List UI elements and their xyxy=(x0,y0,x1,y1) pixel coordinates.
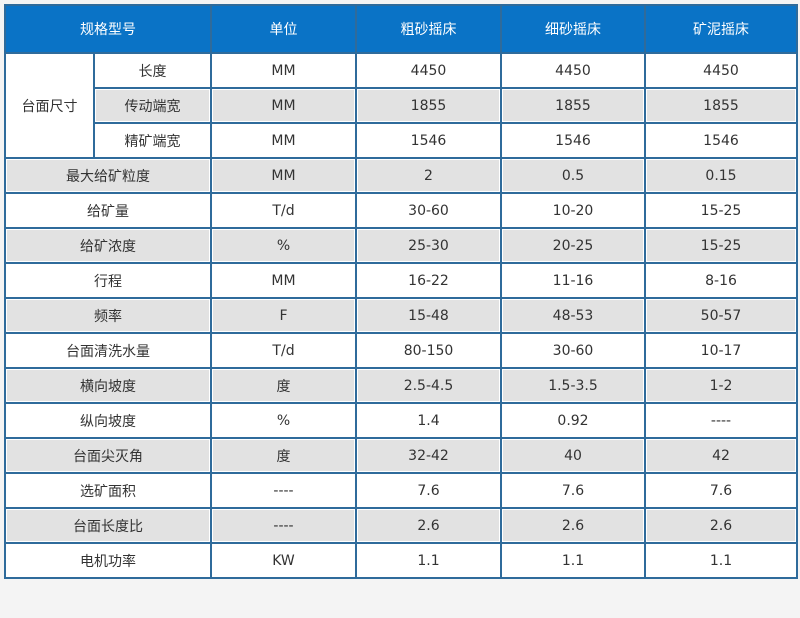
row-value: 1.1 xyxy=(500,542,646,579)
row-value: 1.4 xyxy=(355,402,502,439)
row-value: 1546 xyxy=(644,122,798,159)
row-value: 15-25 xyxy=(644,227,798,264)
row-value: 1.5-3.5 xyxy=(500,367,646,404)
row-name: 横向坡度 xyxy=(4,367,212,404)
row-value: ---- xyxy=(644,402,798,439)
table-row: 给矿量 T/d 30-60 10-20 15-25 xyxy=(4,192,798,229)
row-value: 80-150 xyxy=(355,332,502,369)
table-row: 台面尺寸 长度 MM 4450 4450 4450 xyxy=(4,52,798,159)
row-value: 15-48 xyxy=(355,297,502,334)
row-unit: MM xyxy=(210,87,357,124)
table-row: 精矿端宽 MM 1546 1546 1546 xyxy=(5,122,798,159)
row-unit: % xyxy=(210,227,357,264)
row-value: 16-22 xyxy=(355,262,502,299)
row-name: 电机功率 xyxy=(4,542,212,579)
row-value: 25-30 xyxy=(355,227,502,264)
row-name: 给矿量 xyxy=(4,192,212,229)
row-name: 行程 xyxy=(4,262,212,299)
row-value: 0.92 xyxy=(500,402,646,439)
header-model: 规格型号 xyxy=(4,4,212,54)
row-value: 10-17 xyxy=(644,332,798,369)
table-row: 横向坡度度 2.5-4.5 1.5-3.5 1-2 xyxy=(4,367,798,404)
row-value: 1.1 xyxy=(355,542,502,579)
row-unit: % xyxy=(210,402,357,439)
row-value: 0.5 xyxy=(500,157,646,194)
row-value: 1546 xyxy=(355,122,502,159)
row-name: 给矿浓度 xyxy=(4,227,212,264)
row-value: 4450 xyxy=(355,52,502,89)
row-value: 2.5-4.5 xyxy=(355,367,502,404)
table-row: 行程 MM 16-22 11-16 8-16 xyxy=(4,262,798,299)
row-unit: MM xyxy=(210,157,357,194)
row-value: 30-60 xyxy=(500,332,646,369)
row-value: 7.6 xyxy=(644,472,798,509)
row-unit: KW xyxy=(210,542,357,579)
row-value: 10-20 xyxy=(500,192,646,229)
table-row: 最大给矿粒度 MM 2 0.5 0.15 xyxy=(4,157,798,194)
row-value: 50-57 xyxy=(644,297,798,334)
row-unit: T/d xyxy=(210,192,357,229)
table-row: 给矿浓度% 25-30 20-25 15-25 xyxy=(4,227,798,264)
row-name: 台面清洗水量 xyxy=(4,332,212,369)
group-label: 台面尺寸 xyxy=(4,52,95,159)
row-value: 40 xyxy=(500,437,646,474)
row-value: 32-42 xyxy=(355,437,502,474)
row-value: 1855 xyxy=(644,87,798,124)
row-value: 7.6 xyxy=(355,472,502,509)
table-row: 传动端宽 MM 1855 1855 1855 xyxy=(5,87,798,124)
row-unit: MM xyxy=(210,122,357,159)
table-row: 台面长度比 ---- 2.6 2.6 2.6 xyxy=(4,507,798,544)
row-name: 台面尖灭角 xyxy=(4,437,212,474)
row-unit: ---- xyxy=(210,507,357,544)
table-row: 频率 F 15-48 48-53 50-57 xyxy=(4,297,798,334)
row-value: 0.15 xyxy=(644,157,798,194)
row-name: 选矿面积 xyxy=(4,472,212,509)
header-fine: 细砂摇床 xyxy=(500,4,646,54)
row-value: 1546 xyxy=(500,122,646,159)
header-unit: 单位 xyxy=(210,4,357,54)
table-row: 选矿面积 ---- 7.6 7.6 7.6 xyxy=(4,472,798,509)
row-name: 频率 xyxy=(4,297,212,334)
row-name: 最大给矿粒度 xyxy=(4,157,212,194)
row-value: 2.6 xyxy=(644,507,798,544)
row-value: 8-16 xyxy=(644,262,798,299)
header-row: 规格型号 单位 粗砂摇床 细砂摇床 矿泥摇床 xyxy=(4,4,798,54)
row-value: 4450 xyxy=(644,52,798,89)
row-unit: MM xyxy=(210,262,357,299)
row-unit: MM xyxy=(210,52,357,89)
header-slime: 矿泥摇床 xyxy=(644,4,798,54)
row-value: 11-16 xyxy=(500,262,646,299)
row-value: 1-2 xyxy=(644,367,798,404)
row-value: 2.6 xyxy=(355,507,502,544)
row-value: 20-25 xyxy=(500,227,646,264)
row-value: 7.6 xyxy=(500,472,646,509)
row-value: 2.6 xyxy=(500,507,646,544)
row-name: 精矿端宽 xyxy=(93,122,212,159)
header-coarse: 粗砂摇床 xyxy=(355,4,502,54)
spec-table: 规格型号 单位 粗砂摇床 细砂摇床 矿泥摇床 台面尺寸 长度 MM 4450 4450 4… xyxy=(4,4,798,579)
row-name: 台面长度比 xyxy=(4,507,212,544)
table-row: 台面清洗水量 T/d 80-150 30-60 10-17 xyxy=(4,332,798,369)
row-unit: ---- xyxy=(210,472,357,509)
row-unit: F xyxy=(210,297,357,334)
table-row: 台面尖灭角度 32-42 40 42 xyxy=(4,437,798,474)
row-value: 15-25 xyxy=(644,192,798,229)
row-value: 1855 xyxy=(500,87,646,124)
row-unit: T/d xyxy=(210,332,357,369)
row-value: 2 xyxy=(355,157,502,194)
row-value: 1855 xyxy=(355,87,502,124)
row-unit: 度 xyxy=(210,437,357,474)
row-name: 纵向坡度 xyxy=(4,402,212,439)
table-row: 纵向坡度% 1.4 0.92 ---- xyxy=(4,402,798,439)
row-value: 4450 xyxy=(500,52,646,89)
row-unit: 度 xyxy=(210,367,357,404)
row-value: 42 xyxy=(644,437,798,474)
row-value: 30-60 xyxy=(355,192,502,229)
row-name: 传动端宽 xyxy=(93,87,212,124)
row-value: 48-53 xyxy=(500,297,646,334)
table-row: 电机功率 KW 1.1 1.1 1.1 xyxy=(4,542,798,579)
row-value: 1.1 xyxy=(644,542,798,579)
row-name: 长度 xyxy=(93,52,212,89)
